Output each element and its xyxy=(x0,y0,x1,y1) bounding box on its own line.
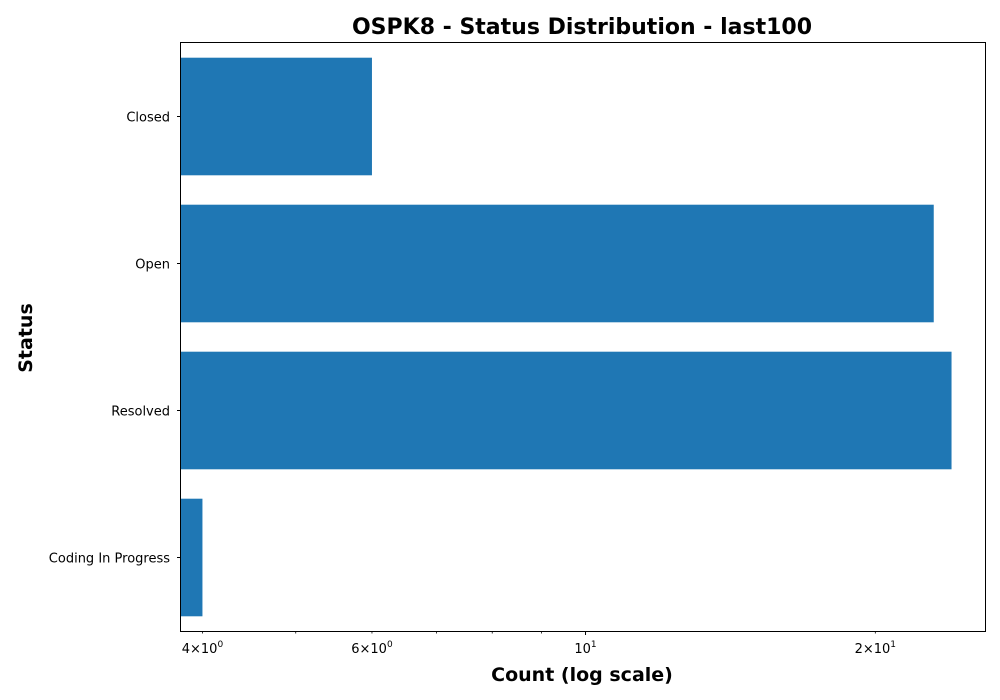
y-axis-label: Status xyxy=(15,303,37,373)
y-tick-label-resolved: Resolved xyxy=(111,405,170,420)
x-tick-base: 10 xyxy=(370,642,387,657)
bar-open xyxy=(181,204,934,323)
x-tick-label: 6×100 xyxy=(351,640,393,657)
x-axis-label: Count (log scale) xyxy=(491,664,673,686)
x-tick-base: 10 xyxy=(874,642,891,657)
y-tick-label-closed: Closed xyxy=(126,111,170,126)
x-tick-label: 2×101 xyxy=(855,640,896,657)
y-tick-label-open: Open xyxy=(135,258,170,273)
x-tick-label: 4×100 xyxy=(182,640,224,657)
chart-title: OSPK8 - Status Distribution - last100 xyxy=(352,15,812,40)
x-tick-base: 10 xyxy=(201,642,218,657)
x-tick-exponent: 1 xyxy=(591,640,597,650)
x-tick-coef: 4 xyxy=(182,642,190,657)
x-tick-times-sign: × xyxy=(190,642,201,657)
y-tick-label-coding-in-progress: Coding In Progress xyxy=(49,552,170,567)
plot-frame xyxy=(180,42,986,632)
x-tick-times-sign: × xyxy=(360,642,371,657)
x-tick-exponent: 0 xyxy=(217,640,223,650)
x-tick-exponent: 0 xyxy=(387,640,393,650)
bar-coding-in-progress xyxy=(181,498,203,617)
x-tick-times-sign: × xyxy=(863,642,874,657)
bars-group xyxy=(181,57,952,617)
x-tick-exponent: 1 xyxy=(890,640,896,650)
x-tick-coef: 6 xyxy=(351,642,359,657)
x-tick-label: 101 xyxy=(574,640,596,657)
bar-resolved xyxy=(181,351,952,470)
x-tick-coef: 2 xyxy=(855,642,863,657)
y-ticks-group: Closed Open Resolved Coding In Progress xyxy=(49,111,181,567)
bar-closed xyxy=(181,57,372,176)
x-tick-base: 10 xyxy=(574,642,591,657)
